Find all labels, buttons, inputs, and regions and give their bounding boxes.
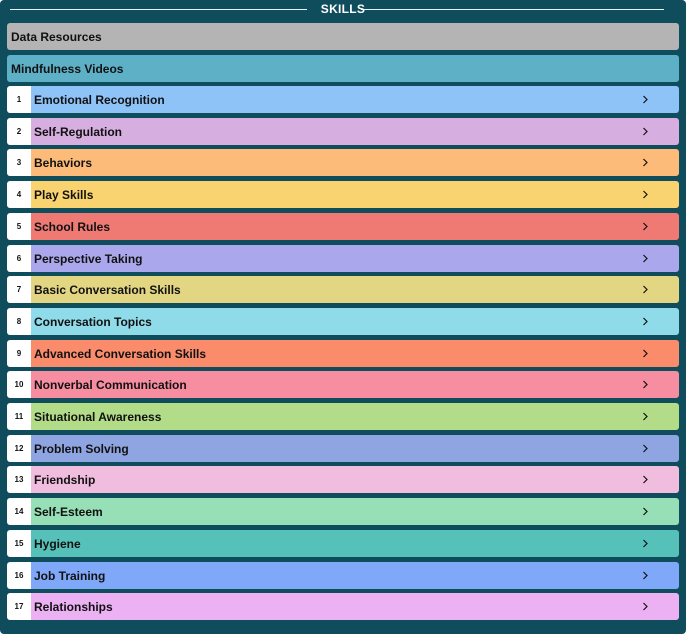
chevron-right-icon: [642, 86, 649, 113]
skill-label: Emotional Recognition: [34, 92, 165, 107]
chevron-right-icon: [642, 466, 649, 493]
skill-label: Hygiene: [34, 536, 81, 551]
skill-label: Nonverbal Communication: [34, 377, 187, 392]
chevron-right-icon: [642, 435, 649, 462]
chevron-right-icon: [642, 181, 649, 208]
chevron-right-icon: [642, 371, 649, 398]
chevron-right-icon: [642, 562, 649, 589]
skill-number: 14: [7, 498, 31, 525]
chevron-right-icon: [642, 530, 649, 557]
skills-title: SKILLS: [320, 2, 366, 16]
skill-label: Job Training: [34, 568, 106, 583]
skill-label: Play Skills: [34, 187, 94, 202]
skill-item[interactable]: 11 Situational Awareness: [7, 403, 679, 430]
skill-label: Basic Conversation Skills: [34, 282, 181, 297]
skill-number: 4: [7, 181, 31, 208]
skill-number: 13: [7, 466, 31, 493]
data-resources-label: Data Resources: [11, 29, 102, 44]
chevron-right-icon: [642, 308, 649, 335]
skill-label: Friendship: [34, 472, 96, 487]
skill-label: Self-Esteem: [34, 504, 103, 519]
skill-item[interactable]: 9 Advanced Conversation Skills: [7, 340, 679, 367]
skill-item[interactable]: 5 School Rules: [7, 213, 679, 240]
skill-label: School Rules: [34, 219, 111, 234]
skill-item[interactable]: 14 Self-Esteem: [7, 498, 679, 525]
skill-number: 11: [7, 403, 31, 430]
skill-number: 10: [7, 371, 31, 398]
header-divider-left: [10, 9, 307, 10]
skill-item[interactable]: 13 Friendship: [7, 466, 679, 493]
mindfulness-videos-label: Mindfulness Videos: [11, 61, 124, 76]
data-resources-button[interactable]: Data Resources: [7, 23, 679, 50]
skill-number: 9: [7, 340, 31, 367]
skill-item[interactable]: 2 Self-Regulation: [7, 118, 679, 145]
chevron-right-icon: [642, 498, 649, 525]
skill-label: Relationships: [34, 599, 113, 614]
skill-item[interactable]: 3 Behaviors: [7, 149, 679, 176]
chevron-right-icon: [642, 245, 649, 272]
skill-item[interactable]: 17 Relationships: [7, 593, 679, 620]
skill-label: Situational Awareness: [34, 409, 162, 424]
chevron-right-icon: [642, 118, 649, 145]
skill-item[interactable]: 1 Emotional Recognition: [7, 86, 679, 113]
chevron-right-icon: [642, 276, 649, 303]
skill-number: 5: [7, 213, 31, 240]
skill-number: 7: [7, 276, 31, 303]
skill-label: Perspective Taking: [34, 251, 143, 266]
chevron-right-icon: [642, 213, 649, 240]
skill-item[interactable]: 6 Perspective Taking: [7, 245, 679, 272]
chevron-right-icon: [642, 149, 649, 176]
mindfulness-videos-button[interactable]: Mindfulness Videos: [7, 55, 679, 82]
skill-item[interactable]: 15 Hygiene: [7, 530, 679, 557]
skill-label: Advanced Conversation Skills: [34, 346, 207, 361]
skills-header: SKILLS: [0, 0, 686, 18]
chevron-right-icon: [642, 593, 649, 620]
skill-number: 12: [7, 435, 31, 462]
skill-number: 6: [7, 245, 31, 272]
skill-item[interactable]: 8 Conversation Topics: [7, 308, 679, 335]
skill-item[interactable]: 16 Job Training: [7, 562, 679, 589]
chevron-right-icon: [642, 340, 649, 367]
skill-label: Problem Solving: [34, 441, 129, 456]
skill-item[interactable]: 7 Basic Conversation Skills: [7, 276, 679, 303]
skill-label: Conversation Topics: [34, 314, 152, 329]
skill-item[interactable]: 4 Play Skills: [7, 181, 679, 208]
skill-number: 17: [7, 593, 31, 620]
skill-item[interactable]: 10 Nonverbal Communication: [7, 371, 679, 398]
skill-number: 1: [7, 86, 31, 113]
chevron-right-icon: [642, 403, 649, 430]
skill-number: 16: [7, 562, 31, 589]
skill-label: Self-Regulation: [34, 124, 123, 139]
skill-number: 8: [7, 308, 31, 335]
skill-number: 2: [7, 118, 31, 145]
skill-item[interactable]: 12 Problem Solving: [7, 435, 679, 462]
header-divider-right: [361, 9, 664, 10]
skill-number: 15: [7, 530, 31, 557]
skill-number: 3: [7, 149, 31, 176]
skill-label: Behaviors: [34, 155, 93, 170]
